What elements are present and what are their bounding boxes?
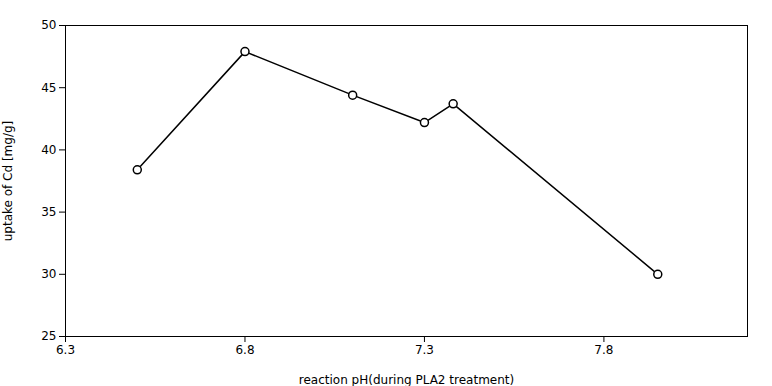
svg-text:6.8: 6.8: [235, 343, 254, 357]
svg-text:35: 35: [41, 205, 56, 219]
svg-text:50: 50: [41, 18, 56, 32]
svg-text:reaction pH(during PLA2 treatm: reaction pH(during PLA2 treatment): [299, 373, 514, 386]
svg-text:7.3: 7.3: [415, 343, 434, 357]
svg-text:40: 40: [41, 143, 56, 157]
svg-text:45: 45: [41, 81, 56, 95]
svg-text:7.8: 7.8: [594, 343, 613, 357]
svg-text:uptake of Cd [mg/g]: uptake of Cd [mg/g]: [1, 121, 15, 242]
svg-text:30: 30: [41, 267, 56, 281]
svg-text:6.3: 6.3: [56, 343, 75, 357]
svg-text:25: 25: [41, 329, 56, 343]
